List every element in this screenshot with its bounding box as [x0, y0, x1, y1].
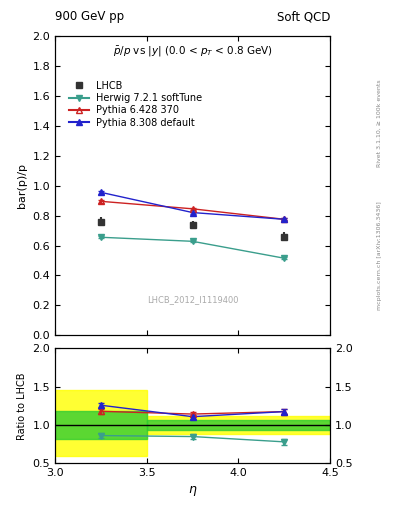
Text: LHCB_2012_I1119400: LHCB_2012_I1119400: [147, 295, 238, 304]
X-axis label: $\eta$: $\eta$: [188, 484, 197, 498]
Text: mcplots.cern.ch [arXiv:1306.3436]: mcplots.cern.ch [arXiv:1306.3436]: [377, 202, 382, 310]
Y-axis label: Ratio to LHCB: Ratio to LHCB: [17, 372, 27, 439]
Y-axis label: bar(p)/p: bar(p)/p: [17, 163, 27, 208]
Bar: [147, 420, 330, 430]
Text: Soft QCD: Soft QCD: [277, 10, 330, 23]
Legend: LHCB, Herwig 7.2.1 softTune, Pythia 6.428 370, Pythia 8.308 default: LHCB, Herwig 7.2.1 softTune, Pythia 6.42…: [65, 77, 206, 132]
Text: $\bar{p}/p$ vs $|y|$ (0.0 < $p_T$ < 0.8 GeV): $\bar{p}/p$ vs $|y|$ (0.0 < $p_T$ < 0.8 …: [113, 45, 272, 59]
Text: Rivet 3.1.10, ≥ 100k events: Rivet 3.1.10, ≥ 100k events: [377, 79, 382, 167]
Bar: [55, 390, 147, 456]
Bar: [55, 411, 147, 439]
Bar: [147, 416, 330, 434]
Text: 900 GeV pp: 900 GeV pp: [55, 10, 124, 23]
